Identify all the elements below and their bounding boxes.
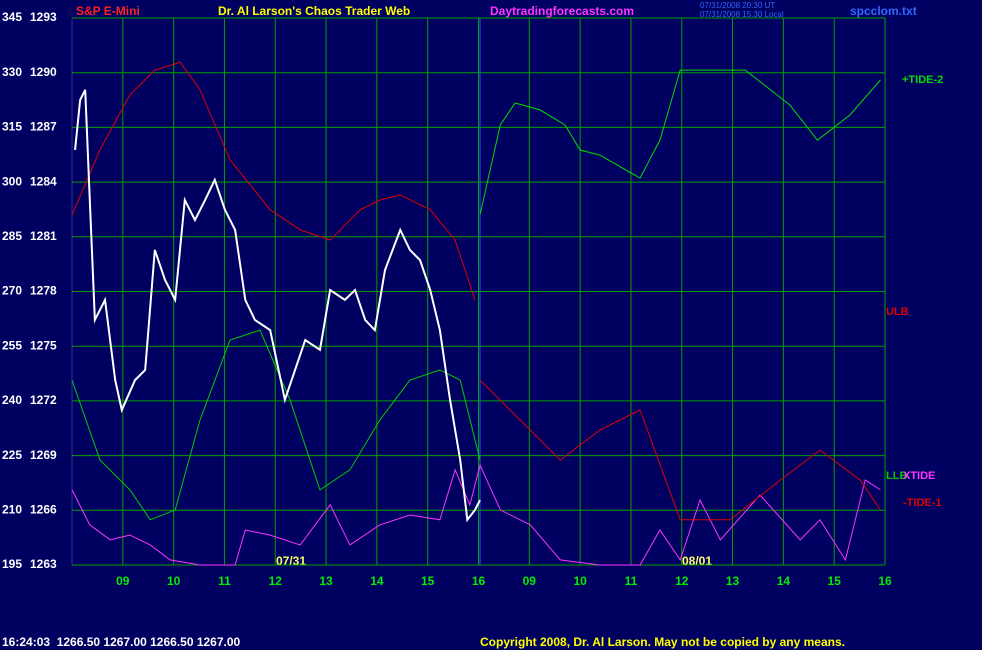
x-tick-label: 10 xyxy=(167,574,181,588)
legend-label: LLB xyxy=(886,470,907,482)
website: Daytradingforecasts.com xyxy=(490,4,634,18)
x-tick-label: 12 xyxy=(269,574,283,588)
series-line xyxy=(74,89,481,523)
x-tick-label: 11 xyxy=(218,574,231,588)
y-tick-label: 330 xyxy=(2,65,22,79)
legend-label: XTIDE xyxy=(903,470,935,482)
series-line xyxy=(71,329,481,521)
y-tick-label: 210 xyxy=(2,502,22,516)
instrument: S&P E-Mini xyxy=(76,4,140,18)
timestamp: 07/31/2008 15:30 Local xyxy=(700,10,784,19)
x-tick-label: 14 xyxy=(370,574,384,588)
x-tick-label: 09 xyxy=(523,574,537,588)
status-line: 16:24:03 1266.50 1267.00 1266.50 1267.00 xyxy=(2,635,241,649)
legend-label: -TIDE-1 xyxy=(903,497,942,509)
series-line xyxy=(479,69,881,216)
legend-label: +TIDE-2 xyxy=(902,74,943,86)
x-tick-label: 14 xyxy=(777,574,791,588)
y-tick-label: 315 xyxy=(2,120,22,134)
series-line xyxy=(71,61,476,301)
x-tick-label: 12 xyxy=(675,574,689,588)
series-line xyxy=(479,379,881,521)
chart-title: Dr. Al Larson's Chaos Trader Web xyxy=(218,4,410,18)
x-tick-label: 09 xyxy=(116,574,130,588)
y2-tick-label: 1275 xyxy=(30,338,57,352)
copyright: Copyright 2008, Dr. Al Larson. May not b… xyxy=(480,635,845,649)
y-tick-label: 240 xyxy=(2,393,22,407)
x-tick-label: 15 xyxy=(828,574,842,588)
x-tick-label: 11 xyxy=(625,574,638,588)
y2-tick-label: 1266 xyxy=(30,502,57,516)
timestamp: 07/31/2008 20:30 UT xyxy=(700,1,775,10)
y2-tick-label: 1284 xyxy=(30,174,57,188)
y2-tick-label: 1281 xyxy=(30,229,57,243)
date-label: 08/01 xyxy=(682,554,712,568)
y-tick-label: 270 xyxy=(2,284,22,298)
y-tick-label: 225 xyxy=(2,448,22,462)
y2-tick-label: 1293 xyxy=(30,10,57,24)
y2-tick-label: 1278 xyxy=(30,284,57,298)
y2-tick-label: 1269 xyxy=(30,448,57,462)
y2-tick-label: 1272 xyxy=(30,393,57,407)
legend-label: ULB xyxy=(886,306,909,318)
y-tick-label: 195 xyxy=(2,557,22,571)
x-tick-label: 10 xyxy=(573,574,587,588)
y2-tick-label: 1263 xyxy=(30,557,57,571)
x-tick-label: 16 xyxy=(878,574,892,588)
y2-tick-label: 1287 xyxy=(30,120,57,134)
y-tick-label: 285 xyxy=(2,229,22,243)
y2-tick-label: 1290 xyxy=(30,65,57,79)
x-tick-label: 15 xyxy=(421,574,435,588)
x-tick-label: 13 xyxy=(726,574,740,588)
y-tick-label: 255 xyxy=(2,338,22,352)
date-label: 07/31 xyxy=(276,554,306,568)
y-tick-label: 300 xyxy=(2,174,22,188)
x-tick-label: 13 xyxy=(319,574,333,588)
file-name: spcclom.txt xyxy=(850,4,917,18)
y-tick-label: 345 xyxy=(2,10,22,24)
x-tick-label: 16 xyxy=(472,574,486,588)
